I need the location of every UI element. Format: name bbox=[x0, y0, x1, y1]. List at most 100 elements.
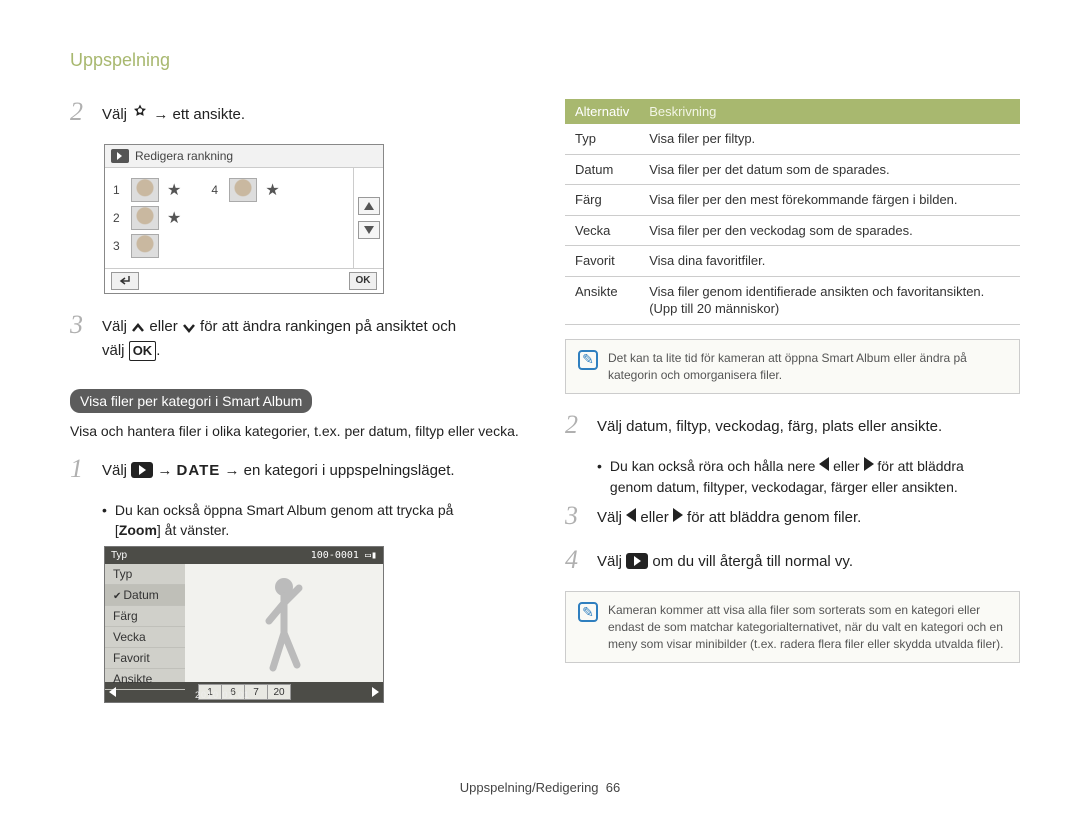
right-column: Alternativ Beskrivning TypVisa filer per… bbox=[565, 99, 1020, 703]
td: Visa filer per det datum som de sparades… bbox=[639, 154, 1020, 185]
up-button[interactable] bbox=[358, 197, 380, 215]
arrow-right-icon: → bbox=[153, 106, 168, 123]
play-icon bbox=[131, 462, 153, 478]
shot2-top-left: Typ bbox=[111, 550, 127, 561]
step-number: 3 bbox=[565, 503, 587, 529]
play-icon bbox=[626, 553, 648, 569]
t: Du kan också öppna Smart Album genom att… bbox=[115, 502, 454, 518]
bullet-item: Du kan också öppna Smart Album genom att… bbox=[102, 500, 525, 541]
t: Välj bbox=[102, 106, 131, 123]
td: Visa filer genom identifierade ansikten … bbox=[639, 276, 1020, 324]
td: Favorit bbox=[565, 246, 639, 277]
menu-item[interactable]: Färg bbox=[105, 606, 185, 627]
t: ] åt vänster. bbox=[157, 522, 229, 538]
ranking-screenshot: Redigera rankning 1 ★ bbox=[104, 144, 384, 294]
step-text: Välj datum, filtyp, veckodag, färg, plat… bbox=[597, 412, 942, 438]
t: eller bbox=[833, 458, 863, 474]
footer-page: 66 bbox=[606, 780, 620, 795]
table-row: AnsikteVisa filer genom identifierade an… bbox=[565, 276, 1020, 324]
t: Välj bbox=[597, 509, 626, 526]
table-row: FärgVisa filer per den mest förekommande… bbox=[565, 185, 1020, 216]
t: . bbox=[156, 342, 160, 359]
down-button[interactable] bbox=[358, 221, 380, 239]
step-number: 3 bbox=[70, 312, 92, 338]
options-table: Alternativ Beskrivning TypVisa filer per… bbox=[565, 99, 1020, 325]
arrow-right-icon: → bbox=[224, 462, 239, 479]
td: Vecka bbox=[565, 215, 639, 246]
td: Typ bbox=[565, 124, 639, 154]
t: välj bbox=[102, 342, 129, 359]
step-text: Välj eller för att ändra rankingen på an… bbox=[102, 312, 456, 362]
smartalbum-screenshot: Typ 100-0001 ▭▮ Typ ✔Datum Färg Vecka Fa… bbox=[104, 546, 384, 703]
face-thumb bbox=[229, 178, 257, 202]
bullet-item: Du kan också röra och hålla nere eller f… bbox=[597, 456, 1020, 497]
back-button[interactable] bbox=[111, 272, 139, 290]
page-prev-icon[interactable] bbox=[109, 687, 116, 697]
info-icon: ✎ bbox=[578, 350, 598, 370]
menu-item[interactable]: Favorit bbox=[105, 648, 185, 669]
t: genom datum, filtyper, veckodagar, färge… bbox=[610, 479, 958, 495]
rank-row: 3 bbox=[113, 234, 181, 258]
arrow-left-icon bbox=[819, 457, 829, 471]
page-cell[interactable]: 20 bbox=[267, 684, 291, 700]
table-row: TypVisa filer per filtyp. bbox=[565, 124, 1020, 154]
ok-icon: OK bbox=[129, 341, 157, 362]
rank-row: 2 ★ bbox=[113, 206, 181, 230]
shot2-top-right: 100-0001 ▭▮ bbox=[311, 550, 377, 561]
t: om du vill återgå till normal vy. bbox=[652, 553, 853, 570]
star-face-icon bbox=[131, 103, 149, 121]
step-number: 1 bbox=[70, 456, 92, 482]
section-header: Uppspelning bbox=[70, 50, 1020, 71]
menu-item[interactable]: Typ bbox=[105, 564, 185, 585]
left-column: 2 Välj → ett ansikte. Redigera ranknin bbox=[70, 99, 525, 703]
t: eller bbox=[149, 318, 182, 335]
chevron-up-icon bbox=[131, 318, 145, 340]
play-icon bbox=[111, 149, 129, 163]
td: Visa dina favoritfiler. bbox=[639, 246, 1020, 277]
arrow-right-icon: → bbox=[157, 462, 172, 479]
td: Datum bbox=[565, 154, 639, 185]
rank-num: 4 bbox=[211, 183, 221, 197]
info-note: ✎ Det kan ta lite tid för kameran att öp… bbox=[565, 339, 1020, 395]
t: eller bbox=[640, 509, 673, 526]
info-icon: ✎ bbox=[578, 602, 598, 622]
step-number: 2 bbox=[565, 412, 587, 438]
chevron-down-icon bbox=[182, 318, 196, 340]
face-thumb bbox=[131, 234, 159, 258]
th: Beskrivning bbox=[639, 99, 1020, 124]
rank-num: 1 bbox=[113, 183, 123, 197]
table-row: FavoritVisa dina favoritfiler. bbox=[565, 246, 1020, 277]
date-keyword-icon: DATE bbox=[177, 462, 221, 479]
info-note: ✎ Kameran kommer att visa alla filer som… bbox=[565, 591, 1020, 663]
step-number: 4 bbox=[565, 547, 587, 573]
t: Välj bbox=[102, 462, 131, 479]
td: Färg bbox=[565, 185, 639, 216]
menu-item[interactable]: Ansikte bbox=[105, 669, 185, 690]
table-row: VeckaVisa filer per den veckodag som de … bbox=[565, 215, 1020, 246]
table-row: DatumVisa filer per det datum som de spa… bbox=[565, 154, 1020, 185]
ok-button[interactable]: OK bbox=[349, 272, 377, 290]
preview-pane bbox=[185, 564, 383, 682]
th: Alternativ bbox=[565, 99, 639, 124]
step-text: Välj eller för att bläddra genom filer. bbox=[597, 503, 861, 529]
step-number: 2 bbox=[70, 99, 92, 125]
t: ett ansikte. bbox=[173, 106, 246, 123]
td: Visa filer per den mest förekommande fär… bbox=[639, 185, 1020, 216]
menu-item[interactable]: ✔Datum bbox=[105, 585, 185, 606]
menu-item[interactable]: Vecka bbox=[105, 627, 185, 648]
arrow-right-solid-icon bbox=[673, 508, 683, 522]
check-icon: ✔ bbox=[113, 591, 121, 602]
zoom-keyword: Zoom bbox=[119, 522, 157, 538]
page-next-icon[interactable] bbox=[372, 687, 379, 697]
arrow-right-solid-icon bbox=[864, 457, 874, 471]
t: Välj bbox=[597, 553, 626, 570]
star-icon: ★ bbox=[167, 208, 181, 228]
rank-row: 1 ★ bbox=[113, 178, 181, 202]
page-footer: Uppspelning/Redigering 66 bbox=[0, 780, 1080, 795]
star-icon: ★ bbox=[167, 180, 181, 200]
subsection-badge: Visa filer per kategori i Smart Album bbox=[70, 389, 312, 413]
step-text: Välj → ett ansikte. bbox=[102, 99, 245, 126]
t: för att bläddra bbox=[877, 458, 963, 474]
footer-label: Uppspelning/Redigering bbox=[460, 780, 599, 795]
t: för att ändra rankingen på ansiktet och bbox=[200, 318, 456, 335]
